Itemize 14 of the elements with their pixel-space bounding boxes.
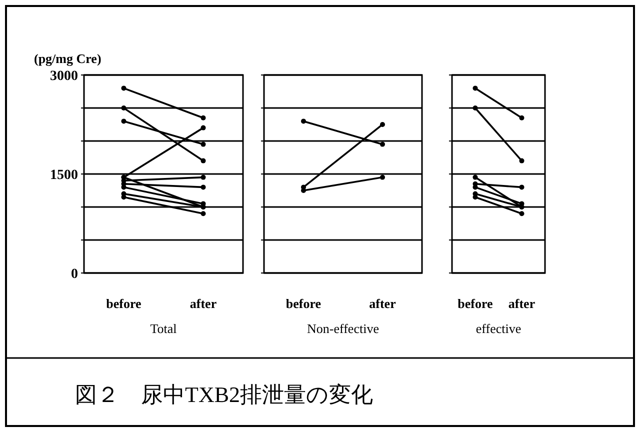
y-tick-label: 1500 <box>50 168 78 183</box>
x-axis-title: Non-effective <box>307 321 380 336</box>
x-axis-title: effective <box>476 321 522 336</box>
x-tick-label: before <box>458 296 494 311</box>
x-axis-title: Total <box>150 321 178 336</box>
x-tick-label: before <box>286 296 322 311</box>
x-tick-label: after <box>369 296 396 311</box>
x-tick-label: after <box>508 296 536 311</box>
y-axis-title: (pg/mg Cre) <box>34 51 102 66</box>
y-tick-label: 0 <box>71 267 78 282</box>
x-tick-label: after <box>190 296 217 311</box>
caption: 図２ 尿中TXB2排泄量の変化 <box>75 382 373 407</box>
x-tick-label: before <box>106 296 142 311</box>
y-tick-label: 3000 <box>50 69 78 84</box>
